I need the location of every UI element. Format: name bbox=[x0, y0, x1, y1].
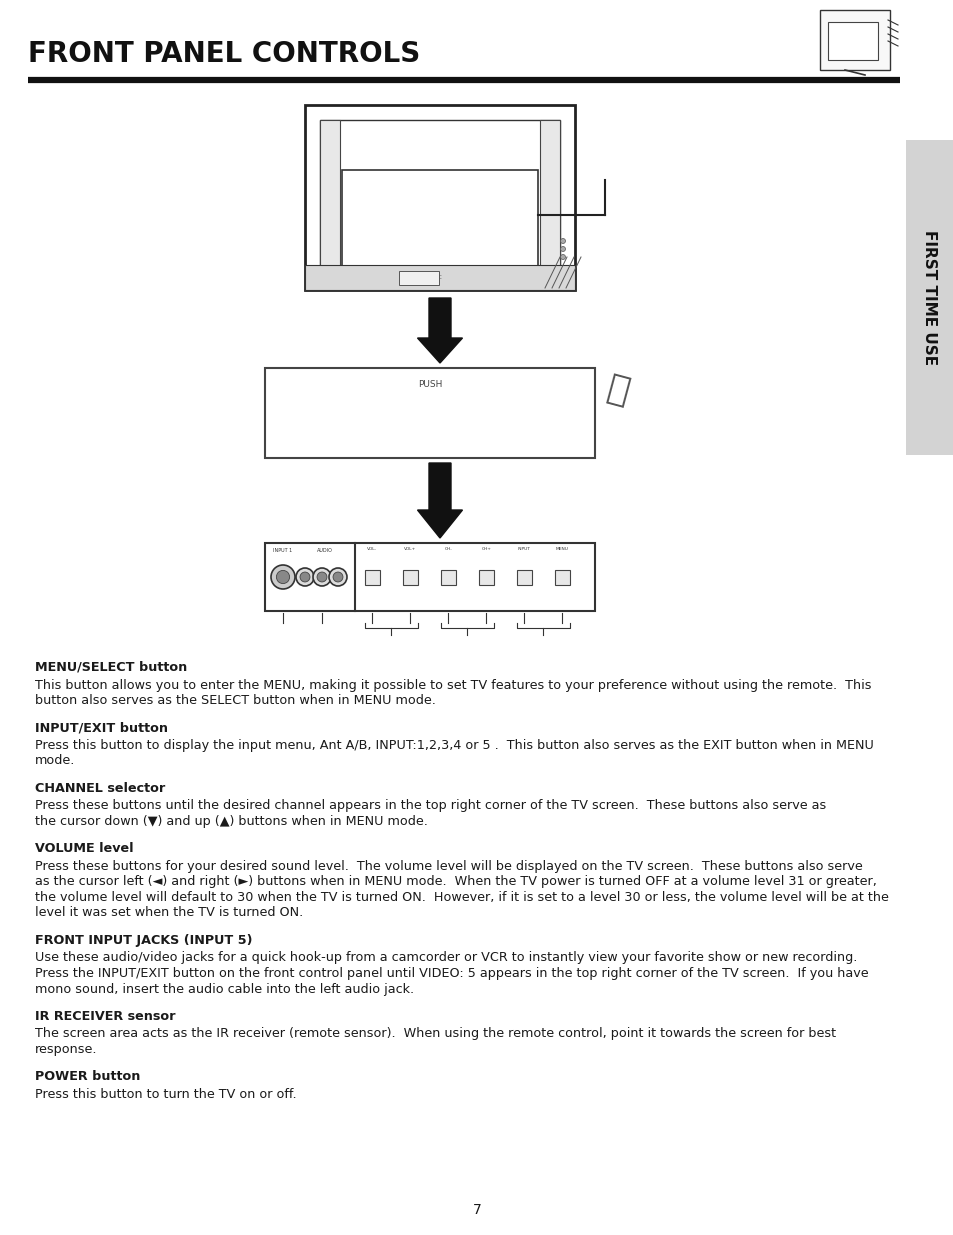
Text: Use these audio/video jacks for a quick hook-up from a camcorder or VCR to insta: Use these audio/video jacks for a quick … bbox=[35, 951, 857, 965]
Bar bbox=[365, 569, 379, 584]
Text: the cursor down (▼) and up (▲) buttons when in MENU mode.: the cursor down (▼) and up (▲) buttons w… bbox=[35, 815, 428, 827]
FancyArrow shape bbox=[417, 298, 462, 363]
Text: PANASONIC: PANASONIC bbox=[410, 275, 442, 280]
Text: mode.: mode. bbox=[35, 755, 75, 767]
Text: Press the INPUT/EXIT button on the front control panel until VIDEO: 5 appears in: Press the INPUT/EXIT button on the front… bbox=[35, 967, 868, 981]
FancyArrow shape bbox=[417, 463, 462, 538]
Bar bbox=[305, 105, 575, 290]
Text: CH+: CH+ bbox=[481, 547, 491, 551]
Text: mono sound, insert the audio cable into the left audio jack.: mono sound, insert the audio cable into … bbox=[35, 983, 414, 995]
Text: FIRST TIME USE: FIRST TIME USE bbox=[922, 230, 937, 366]
Circle shape bbox=[295, 568, 314, 585]
Circle shape bbox=[560, 254, 565, 259]
Circle shape bbox=[560, 238, 565, 243]
Text: MENU: MENU bbox=[556, 547, 568, 551]
Text: FRONT PANEL CONTROLS: FRONT PANEL CONTROLS bbox=[28, 40, 420, 68]
Text: level it was set when the TV is turned ON.: level it was set when the TV is turned O… bbox=[35, 906, 303, 920]
Text: CHANNEL selector: CHANNEL selector bbox=[35, 782, 165, 795]
Bar bbox=[517, 569, 532, 584]
Bar bbox=[905, 140, 953, 454]
Bar bbox=[319, 120, 339, 275]
Text: FRONT INPUT JACKS (INPUT 5): FRONT INPUT JACKS (INPUT 5) bbox=[35, 934, 253, 947]
Text: Press this button to turn the TV on or off.: Press this button to turn the TV on or o… bbox=[35, 1088, 296, 1100]
Bar bbox=[265, 543, 595, 611]
Text: MENU/SELECT button: MENU/SELECT button bbox=[35, 661, 187, 674]
Text: Press these buttons for your desired sound level.  The volume level will be disp: Press these buttons for your desired sou… bbox=[35, 860, 862, 873]
Bar bbox=[265, 368, 595, 458]
Text: response.: response. bbox=[35, 1044, 97, 1056]
Circle shape bbox=[276, 571, 290, 584]
Bar bbox=[478, 569, 494, 584]
Text: IR RECEIVER sensor: IR RECEIVER sensor bbox=[35, 1010, 175, 1023]
Text: INPUT 1: INPUT 1 bbox=[274, 548, 293, 553]
Text: VOL-: VOL- bbox=[367, 547, 377, 551]
Circle shape bbox=[329, 568, 347, 585]
Bar bbox=[820, 10, 889, 70]
Text: as the cursor left (◄) and right (►) buttons when in MENU mode.  When the TV pow: as the cursor left (◄) and right (►) but… bbox=[35, 876, 876, 888]
Bar bbox=[319, 120, 559, 275]
Text: This button allows you to enter the MENU, making it possible to set TV features : This button allows you to enter the MENU… bbox=[35, 678, 871, 692]
Bar bbox=[305, 266, 575, 290]
Circle shape bbox=[333, 572, 342, 582]
Text: VOLUME level: VOLUME level bbox=[35, 842, 133, 856]
Bar bbox=[827, 22, 877, 61]
Text: PUSH: PUSH bbox=[417, 380, 442, 389]
Text: AUDIO: AUDIO bbox=[316, 548, 333, 553]
Text: CH-: CH- bbox=[444, 547, 452, 551]
Bar bbox=[440, 569, 456, 584]
Text: The screen area acts as the IR receiver (remote sensor).  When using the remote : The screen area acts as the IR receiver … bbox=[35, 1028, 835, 1041]
Bar bbox=[402, 569, 417, 584]
Text: the volume level will default to 30 when the TV is turned ON.  However, if it is: the volume level will default to 30 when… bbox=[35, 890, 888, 904]
Text: INPUT/EXIT button: INPUT/EXIT button bbox=[35, 721, 168, 735]
Circle shape bbox=[316, 572, 327, 582]
Text: VOL+: VOL+ bbox=[404, 547, 416, 551]
Bar bbox=[539, 120, 559, 275]
Circle shape bbox=[300, 572, 310, 582]
Text: Press this button to display the input menu, Ant A/B, INPUT:1,2,3,4 or 5 .  This: Press this button to display the input m… bbox=[35, 739, 873, 752]
Bar bbox=[341, 170, 537, 270]
Circle shape bbox=[313, 568, 331, 585]
Circle shape bbox=[560, 247, 565, 252]
Bar bbox=[555, 569, 569, 584]
Circle shape bbox=[271, 564, 294, 589]
Text: button also serves as the SELECT button when in MENU mode.: button also serves as the SELECT button … bbox=[35, 694, 436, 706]
Bar bbox=[399, 270, 439, 285]
Text: INPUT: INPUT bbox=[517, 547, 531, 551]
Text: ✋: ✋ bbox=[602, 372, 632, 410]
Text: Press these buttons until the desired channel appears in the top right corner of: Press these buttons until the desired ch… bbox=[35, 799, 825, 813]
Text: POWER button: POWER button bbox=[35, 1071, 140, 1083]
Text: 7: 7 bbox=[472, 1203, 481, 1216]
